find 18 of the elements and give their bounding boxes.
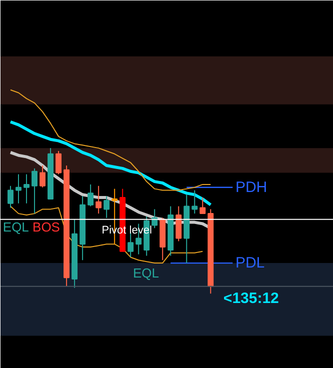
- candlestick: [56, 150, 62, 175]
- candlestick: [96, 185, 102, 214]
- candlestick: [176, 206, 182, 242]
- candlestick: [200, 197, 206, 214]
- annotation: BOS: [32, 219, 60, 234]
- candlestick: [24, 174, 30, 204]
- candlestick: [8, 185, 14, 208]
- annotation: EQL: [132, 265, 159, 280]
- annotation: EQL: [2, 219, 29, 234]
- candlestick: [104, 196, 110, 218]
- candlestick: [88, 184, 94, 207]
- candlestick: [16, 174, 22, 204]
- text: <135:12: [223, 290, 279, 308]
- ref-line-label: PDL: [235, 254, 265, 272]
- ref-line-label: PDH: [235, 178, 268, 196]
- candlestick: [40, 165, 46, 188]
- candlestick: [32, 168, 38, 214]
- candlestick: [192, 190, 198, 214]
